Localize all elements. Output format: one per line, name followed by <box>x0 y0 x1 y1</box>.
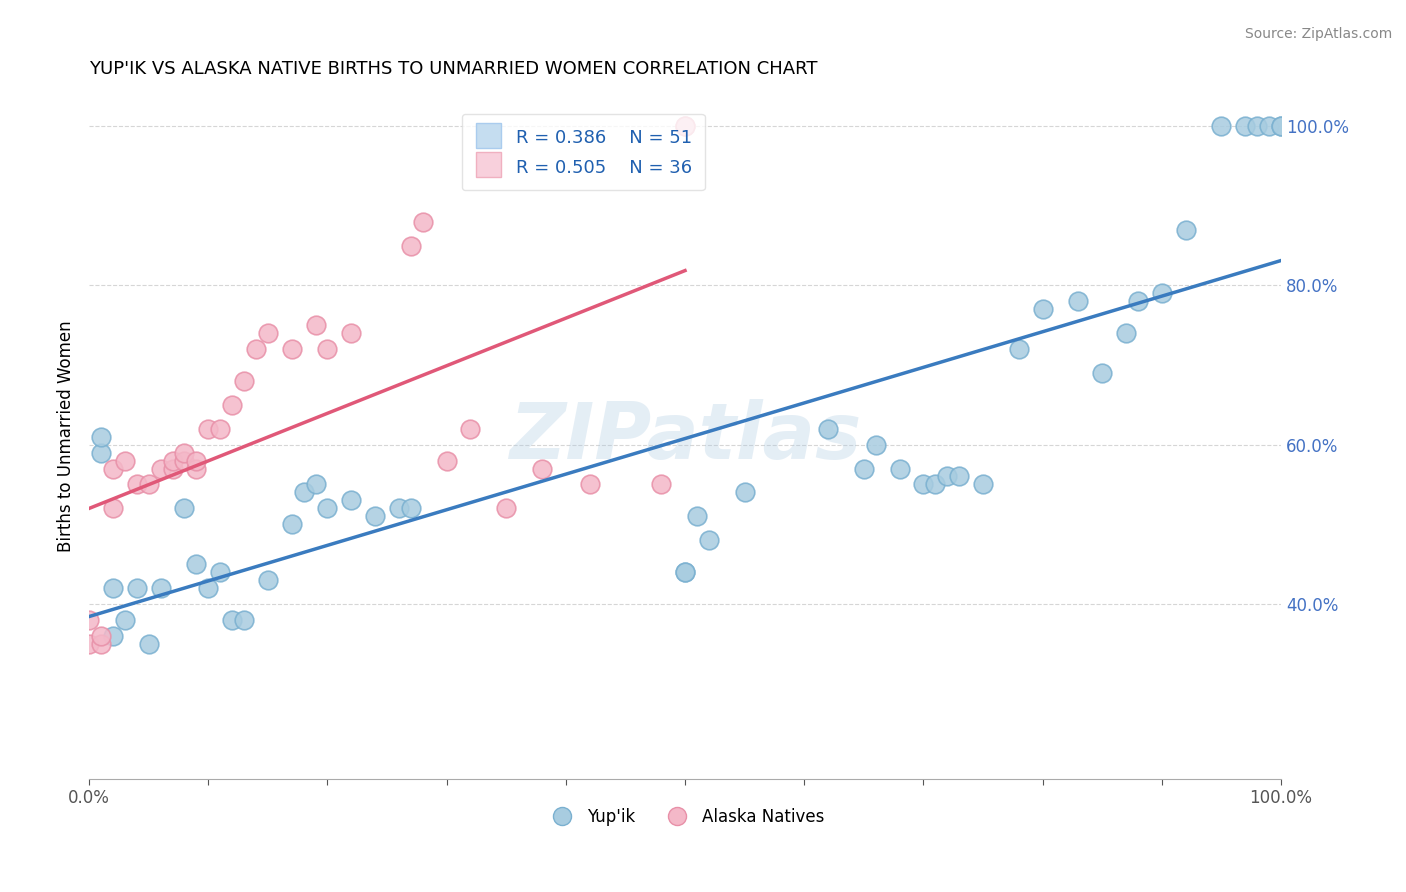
Point <box>673 565 696 579</box>
Point <box>340 493 363 508</box>
Point <box>1234 120 1257 134</box>
Point <box>197 422 219 436</box>
Point <box>460 422 482 436</box>
Point <box>209 565 232 579</box>
Point <box>186 461 208 475</box>
Point <box>90 445 112 459</box>
Point <box>399 238 422 252</box>
Point <box>1258 120 1281 134</box>
Point <box>173 453 195 467</box>
Point <box>186 453 208 467</box>
Point <box>245 342 267 356</box>
Point <box>101 501 124 516</box>
Point <box>817 422 839 436</box>
Text: YUP'IK VS ALASKA NATIVE BIRTHS TO UNMARRIED WOMEN CORRELATION CHART: YUP'IK VS ALASKA NATIVE BIRTHS TO UNMARR… <box>89 60 817 78</box>
Point <box>889 461 911 475</box>
Point <box>138 637 160 651</box>
Point <box>101 629 124 643</box>
Point <box>304 318 326 333</box>
Point <box>77 613 100 627</box>
Point <box>1126 294 1149 309</box>
Point <box>114 453 136 467</box>
Point <box>697 533 720 548</box>
Point <box>436 453 458 467</box>
Point <box>673 565 696 579</box>
Point <box>77 637 100 651</box>
Point <box>125 581 148 595</box>
Point <box>173 501 195 516</box>
Point <box>1211 120 1233 134</box>
Legend: Yup'ik, Alaska Natives: Yup'ik, Alaska Natives <box>538 801 831 832</box>
Point <box>1008 342 1031 356</box>
Point <box>399 501 422 516</box>
Point <box>90 629 112 643</box>
Point <box>936 469 959 483</box>
Point <box>125 477 148 491</box>
Point <box>292 485 315 500</box>
Point <box>280 342 302 356</box>
Point <box>412 215 434 229</box>
Point <box>209 422 232 436</box>
Point <box>852 461 875 475</box>
Text: ZIPatlas: ZIPatlas <box>509 399 860 475</box>
Point <box>90 637 112 651</box>
Point <box>101 461 124 475</box>
Point <box>948 469 970 483</box>
Point <box>280 517 302 532</box>
Point <box>530 461 553 475</box>
Point <box>1067 294 1090 309</box>
Point <box>972 477 994 491</box>
Point <box>257 573 280 587</box>
Point <box>162 453 184 467</box>
Point <box>173 445 195 459</box>
Point <box>650 477 672 491</box>
Point <box>257 326 280 341</box>
Point <box>138 477 160 491</box>
Y-axis label: Births to Unmarried Women: Births to Unmarried Women <box>58 321 75 552</box>
Point <box>912 477 935 491</box>
Point <box>197 581 219 595</box>
Point <box>221 398 243 412</box>
Point <box>673 120 696 134</box>
Point <box>495 501 517 516</box>
Point <box>1150 286 1173 301</box>
Point <box>865 437 887 451</box>
Point <box>316 342 339 356</box>
Point <box>162 461 184 475</box>
Point <box>221 613 243 627</box>
Point <box>316 501 339 516</box>
Point <box>1032 302 1054 317</box>
Point <box>578 477 600 491</box>
Point <box>1270 120 1292 134</box>
Point <box>114 613 136 627</box>
Point <box>1115 326 1137 341</box>
Point <box>149 581 172 595</box>
Point <box>924 477 946 491</box>
Point <box>1246 120 1268 134</box>
Point <box>233 374 256 388</box>
Point <box>1270 120 1292 134</box>
Point <box>304 477 326 491</box>
Point <box>1091 366 1114 380</box>
Point <box>149 461 172 475</box>
Point <box>233 613 256 627</box>
Point <box>673 120 696 134</box>
Point <box>186 557 208 571</box>
Point <box>388 501 411 516</box>
Point <box>1174 223 1197 237</box>
Point <box>686 509 709 524</box>
Point <box>364 509 387 524</box>
Point <box>101 581 124 595</box>
Point <box>734 485 756 500</box>
Text: Source: ZipAtlas.com: Source: ZipAtlas.com <box>1244 27 1392 41</box>
Point <box>340 326 363 341</box>
Point <box>90 430 112 444</box>
